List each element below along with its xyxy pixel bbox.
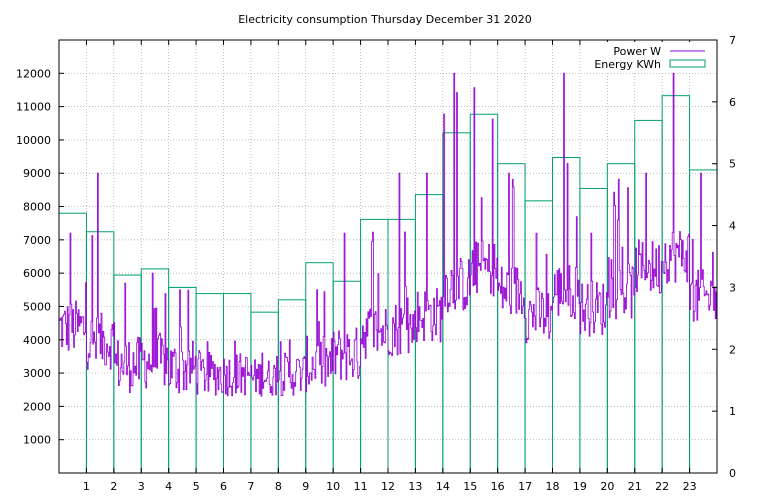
energy-bar (524, 200, 553, 474)
energy-bar (414, 194, 444, 474)
y2-tick-label: 3 (729, 281, 736, 294)
y-tick-label: 9000 (23, 167, 51, 180)
x-tick-label: 11 (354, 480, 368, 493)
x-tick-label: 7 (247, 480, 254, 493)
x-tick-label: 13 (408, 480, 422, 493)
x-tick-label: 20 (600, 480, 614, 493)
x-tick-label: 14 (436, 480, 450, 493)
x-tick-label: 22 (655, 480, 669, 493)
x-tick-label: 18 (546, 480, 560, 493)
energy-bar (195, 293, 224, 474)
y2-tick-label: 1 (729, 405, 736, 418)
y2-tick-label: 6 (729, 96, 736, 109)
x-tick-label: 15 (463, 480, 477, 493)
y-tick-label: 10000 (16, 134, 51, 147)
y2-tick-label: 5 (729, 158, 736, 171)
y-tick-label: 4000 (23, 334, 51, 347)
y2-tick-label: 2 (729, 343, 736, 356)
energy-bar (497, 163, 526, 474)
x-tick-label: 21 (628, 480, 642, 493)
y-axis-right: 0 1 2 3 4 5 6 7 (712, 34, 736, 480)
y2-tick-label: 7 (729, 34, 736, 47)
y-tick-label: 12000 (16, 67, 51, 80)
energy-bar (305, 262, 334, 474)
energy-bar (250, 311, 279, 474)
legend-swatch-energy (669, 59, 706, 68)
x-tick-label: 2 (110, 480, 117, 493)
energy-bar (387, 218, 416, 474)
x-tick-label: 8 (275, 480, 282, 493)
y2-tick-label: 4 (729, 220, 736, 233)
legend-label-power: Power W (613, 45, 661, 58)
y-tick-label: 5000 (23, 300, 51, 313)
x-tick-label: 9 (302, 480, 309, 493)
x-tick-label: 1 (83, 480, 90, 493)
x-tick-label: 6 (220, 480, 227, 493)
legend: Power W Energy KWh (585, 42, 715, 72)
y-tick-label: 1000 (23, 434, 51, 447)
energy-bar (661, 95, 691, 474)
power-line-path (59, 72, 717, 397)
y-tick-label: 3000 (23, 367, 51, 380)
y-tick-label: 2000 (23, 400, 51, 413)
x-tick-label: 3 (138, 480, 145, 493)
x-tick-label: 17 (518, 480, 532, 493)
x-tick-label: 19 (573, 480, 587, 493)
energy-bar (552, 157, 581, 474)
energy-bar (606, 163, 636, 474)
x-tick-label: 10 (326, 480, 340, 493)
y-axis-left: 1000 2000 3000 4000 5000 6000 7000 8000 9000 1000… (16, 67, 64, 447)
y2-tick-label: 0 (729, 467, 736, 480)
y-tick-label: 11000 (16, 101, 51, 114)
energy-bar (168, 286, 197, 474)
energy-bar (58, 212, 87, 474)
x-tick-label: 4 (165, 480, 172, 493)
legend-label-energy: Energy KWh (594, 58, 661, 71)
x-axis: 1 2 3 4 5 6 7 8 9 10 11 12 13 14 15 16 17 18 19 20 21 22 23 (83, 40, 697, 493)
y-tick-label: 6000 (23, 267, 51, 280)
chart-title: Electricity consumption Thursday Decembe… (238, 13, 532, 26)
energy-bar (469, 113, 499, 474)
x-tick-label: 23 (683, 480, 697, 493)
y-tick-label: 7000 (23, 234, 51, 247)
x-tick-label: 12 (381, 480, 395, 493)
energy-series (58, 95, 718, 474)
y-tick-label: 8000 (23, 201, 51, 214)
x-tick-label: 16 (491, 480, 505, 493)
power-series (59, 72, 717, 397)
energy-bar (140, 268, 170, 474)
x-tick-label: 5 (193, 480, 200, 493)
